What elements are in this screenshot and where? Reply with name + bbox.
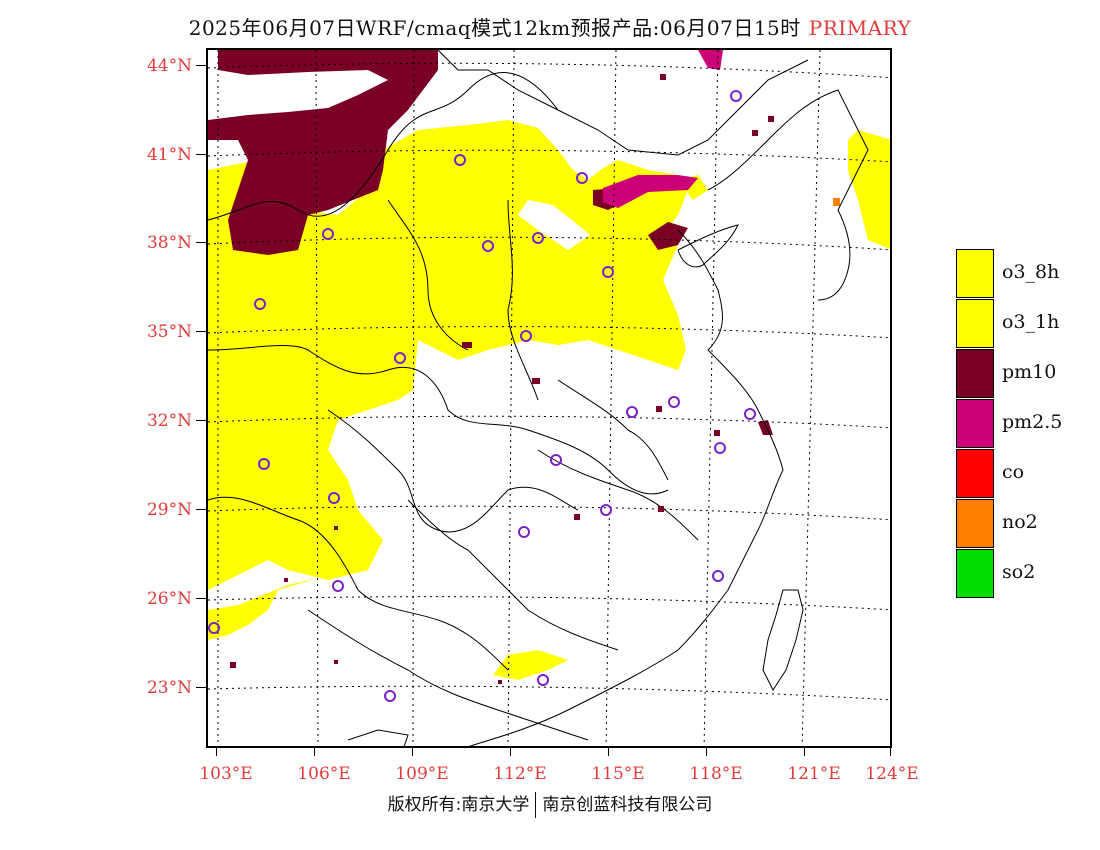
legend-label: so2 (1002, 561, 1036, 583)
city-marker (550, 454, 562, 466)
city-marker (602, 266, 614, 278)
city-marker (518, 526, 530, 538)
lon-tick (608, 748, 609, 756)
copyright-left: 版权所有:南京大学 (387, 795, 530, 815)
title-main: 2025年06月07日WRF/cmaq模式12km预报产品:06月07日15时 (188, 16, 801, 40)
city-marker (576, 172, 588, 184)
lat-label-38: 38°N (146, 233, 192, 253)
o3-region-guangdong (493, 650, 568, 680)
lat-tick (196, 598, 206, 599)
lon-label-118: 118°E (689, 764, 743, 784)
no2-patch-korea (833, 198, 840, 206)
legend-swatch (956, 349, 994, 398)
legend-label: o3_1h (1002, 311, 1060, 333)
lon-tick (890, 748, 891, 756)
legend-label: pm2.5 (1002, 411, 1063, 433)
city-marker (626, 406, 638, 418)
legend-swatch (956, 549, 994, 598)
legend-swatch (956, 449, 994, 498)
o3-region-south (208, 578, 318, 640)
lat-label-26: 26°N (146, 589, 192, 609)
city-marker (394, 352, 406, 364)
lat-tick (196, 509, 206, 510)
lat-label-32: 32°N (146, 411, 192, 431)
lon-tick (412, 748, 413, 756)
city-marker (520, 330, 532, 342)
lat-tick (196, 420, 206, 421)
lat-tick (196, 65, 206, 66)
lat-tick (196, 331, 206, 332)
copyright-right: 南京创蓝科技有限公司 (542, 795, 713, 815)
pm10-specks (230, 74, 774, 684)
city-marker (208, 622, 220, 634)
pm25-patch-beijing (603, 175, 698, 208)
map-panel (206, 48, 892, 748)
city-marker (482, 240, 494, 252)
boundaries (208, 50, 869, 746)
lat-label-44: 44°N (146, 56, 192, 76)
lat-label-35: 35°N (146, 322, 192, 342)
pm25-patch-north-top (698, 50, 723, 70)
title-tag: PRIMARY (808, 16, 912, 40)
city-marker (384, 690, 396, 702)
city-marker (744, 408, 756, 420)
lon-tick (314, 748, 315, 756)
city-markers (208, 90, 756, 702)
lon-label-115: 115°E (591, 764, 645, 784)
lat-label-23: 23°N (146, 678, 192, 698)
lon-tick (216, 748, 217, 756)
lat-tick (196, 687, 206, 688)
city-marker (328, 492, 340, 504)
legend-swatch (956, 249, 994, 298)
lon-label-109: 109°E (395, 764, 449, 784)
legend-label: no2 (1002, 511, 1038, 533)
legend-label: pm10 (1002, 361, 1057, 383)
chart-title: 2025年06月07日WRF/cmaq模式12km预报产品:06月07日15时 P… (0, 12, 1100, 41)
copyright-divider (535, 792, 537, 818)
city-marker (712, 570, 724, 582)
city-marker (730, 90, 742, 102)
legend-swatch (956, 399, 994, 448)
city-marker (332, 580, 344, 592)
lon-tick (706, 748, 707, 756)
lat-tick (196, 242, 206, 243)
legend-swatch (956, 299, 994, 348)
city-marker (322, 228, 334, 240)
legend-label: o3_8h (1002, 261, 1060, 283)
o3-region-northeast (848, 130, 890, 250)
city-marker (668, 396, 680, 408)
o3-region-main (208, 120, 688, 590)
lon-label-103: 103°E (199, 764, 253, 784)
lon-label-112: 112°E (493, 764, 547, 784)
lon-label-121: 121°E (787, 764, 841, 784)
city-marker (714, 442, 726, 454)
copyright: 版权所有:南京大学 南京创蓝科技有限公司 (0, 790, 1100, 818)
city-marker (537, 674, 549, 686)
forecast-map (208, 50, 890, 746)
city-marker (258, 458, 270, 470)
lat-label-29: 29°N (146, 500, 192, 520)
legend-label: co (1002, 461, 1025, 483)
lat-tick (196, 154, 206, 155)
pm10-patch-shanghai (758, 420, 773, 435)
graticule (208, 50, 890, 746)
lon-label-106: 106°E (297, 764, 351, 784)
lat-label-41: 41°N (146, 145, 192, 165)
city-marker (254, 298, 266, 310)
legend-swatch (956, 499, 994, 548)
lon-label-124: 124°E (865, 764, 919, 784)
city-marker (600, 504, 612, 516)
lon-tick (804, 748, 805, 756)
city-marker (532, 232, 544, 244)
pm10-patch-tianjin (648, 222, 688, 250)
lon-tick (510, 748, 511, 756)
city-marker (454, 154, 466, 166)
